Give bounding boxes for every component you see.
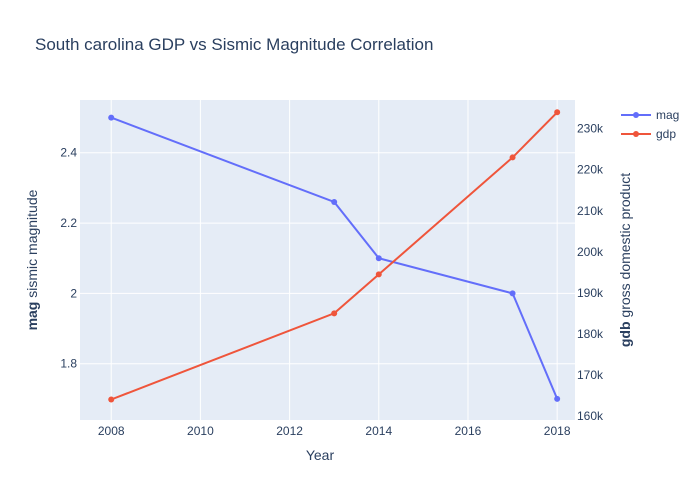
data-point-gdp[interactable] <box>554 109 561 116</box>
chart-title: South carolina GDP vs Sismic Magnitude C… <box>35 35 433 54</box>
y2-tick-label: 190k <box>577 286 604 300</box>
y2-tick-label: 220k <box>577 163 604 177</box>
x-tick-label: 2018 <box>544 424 571 438</box>
y1-tick-label: 2.2 <box>60 216 77 230</box>
legend[interactable]: mag gdp <box>621 108 679 141</box>
y1-axis-title: mag sismic magnitude <box>24 189 40 330</box>
y2-axis-title-rest: gross domestic product <box>617 173 633 322</box>
y2-tick-label: 200k <box>577 245 604 259</box>
x-tick-label: 2014 <box>365 424 392 438</box>
legend-item-gdp[interactable]: gdp <box>621 127 676 141</box>
x-axis-title: Year <box>306 447 335 463</box>
legend-label: mag <box>656 108 679 122</box>
data-point-gdp[interactable] <box>331 310 338 317</box>
y1-tick-label: 1.8 <box>60 357 77 371</box>
y1-tick-label: 2.4 <box>60 146 77 160</box>
series-layer <box>108 109 561 403</box>
legend-item-mag[interactable]: mag <box>621 108 679 122</box>
data-point-mag[interactable] <box>331 198 338 205</box>
data-point-mag[interactable] <box>554 395 561 402</box>
x-tick-label: 2008 <box>98 424 125 438</box>
y2-tick-label: 180k <box>577 327 604 341</box>
data-point-gdp[interactable] <box>108 396 115 403</box>
y2-tick-label: 230k <box>577 122 604 136</box>
x-tick-label: 2010 <box>187 424 214 438</box>
y2-tick-label: 160k <box>577 409 604 423</box>
data-point-mag[interactable] <box>108 114 115 121</box>
y1-axis-title-rest: sismic magnitude <box>24 189 40 301</box>
x-tick-label: 2016 <box>455 424 482 438</box>
y2-axis-title-bold: gdb <box>617 321 633 347</box>
legend-marker <box>633 112 639 118</box>
legend-marker <box>633 131 639 137</box>
y2-axis-title: gdb gross domestic product <box>617 173 633 347</box>
y2-tick-label: 170k <box>577 368 604 382</box>
data-point-mag[interactable] <box>375 255 382 262</box>
data-point-gdp[interactable] <box>375 271 382 278</box>
y1-tick-label: 2 <box>70 286 77 300</box>
legend-label: gdp <box>656 127 676 141</box>
x-tick-label: 2012 <box>276 424 303 438</box>
y1-axis-title-bold: mag <box>24 302 40 331</box>
y2-tick-label: 210k <box>577 204 604 218</box>
data-point-mag[interactable] <box>509 290 516 297</box>
tick-labels: 2008 2010 2012 2014 2016 2018 1.8 2 2.2 2.4 160k 17… <box>60 122 604 438</box>
data-point-gdp[interactable] <box>509 154 516 161</box>
plot-area <box>80 100 575 420</box>
gridlines <box>80 100 575 420</box>
